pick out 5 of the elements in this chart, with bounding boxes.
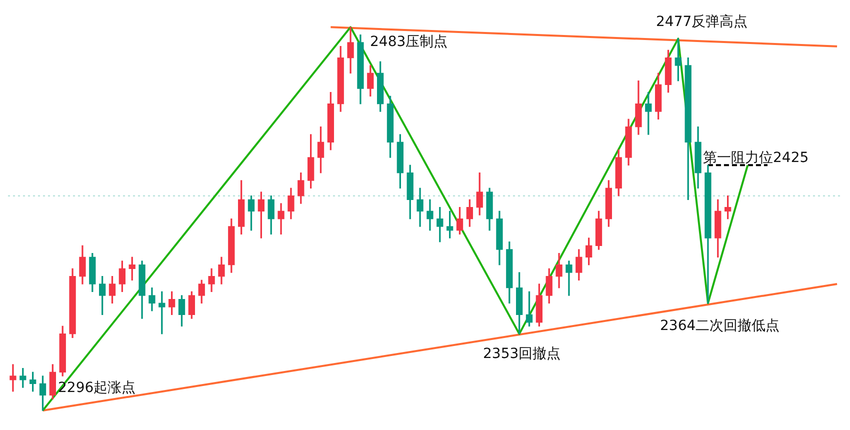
annotation: 2477反弹高点	[656, 14, 748, 30]
annotation: 2364二次回撤低点	[660, 318, 780, 334]
annotation: 第一阻力位2425	[703, 150, 809, 166]
annotation: 2353回撤点	[483, 346, 561, 362]
annotation: 2483压制点	[370, 34, 448, 50]
